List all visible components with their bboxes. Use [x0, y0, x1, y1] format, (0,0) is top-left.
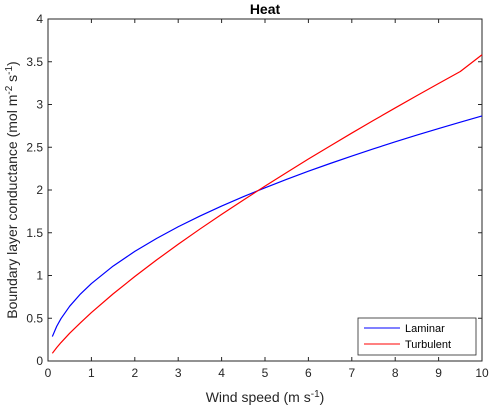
x-tick-label: 8 — [392, 366, 399, 380]
y-tick-label: 1.5 — [26, 226, 43, 240]
x-tick-label: 5 — [262, 366, 269, 380]
x-tick-label: 10 — [475, 366, 489, 380]
y-tick-label: 0 — [36, 354, 43, 368]
x-axis-label-tail: ) — [320, 389, 325, 405]
y-tick-label: 3.5 — [26, 55, 43, 69]
x-tick-label: 3 — [175, 366, 182, 380]
y-axis-label-text: Boundary layer conductance (mol m — [4, 95, 20, 319]
y-axis-label-mid: s — [4, 75, 20, 86]
x-axis-label-sup: -1 — [311, 389, 320, 400]
x-axis-label: Wind speed (m s-1) — [206, 389, 325, 405]
y-tick-label: 2.5 — [26, 140, 43, 154]
y-tick-label: 2 — [36, 183, 43, 197]
y-tick-label: 3 — [36, 98, 43, 112]
y-tick-label: 1 — [36, 269, 43, 283]
x-tick-label: 2 — [131, 366, 138, 380]
x-tick-label: 0 — [45, 366, 52, 380]
series-line-laminar — [51, 115, 483, 337]
x-axis-ticks: 0 1 2 3 4 5 6 7 8 9 10 — [45, 19, 489, 380]
y-axis-label-sup2: -1 — [4, 66, 15, 75]
x-tick-label: 7 — [348, 366, 355, 380]
y-axis-label: Boundary layer conductance (mol m-2 s-1) — [4, 61, 20, 318]
legend-label-turbulent: Turbulent — [405, 339, 451, 351]
x-tick-label: 6 — [305, 366, 312, 380]
plot-area — [47, 18, 483, 362]
x-tick-label: 4 — [218, 366, 225, 380]
legend-label-laminar: Laminar — [405, 323, 445, 335]
series-line-turbulent — [51, 54, 483, 354]
y-tick-label: 0.5 — [26, 311, 43, 325]
y-axis-label-sup1: -2 — [4, 85, 15, 94]
legend: Laminar Turbulent — [357, 317, 477, 356]
x-tick-label: 1 — [88, 366, 95, 380]
y-tick-label: 4 — [36, 12, 43, 26]
legend-box — [357, 317, 477, 356]
x-axis-label-text: Wind speed (m s — [206, 389, 311, 405]
y-axis-ticks: 0 0.5 1 1.5 2 2.5 3 3.5 4 — [26, 12, 482, 368]
chart-title: Heat — [250, 1, 281, 17]
x-tick-label: 9 — [435, 366, 442, 380]
y-axis-label-tail: ) — [4, 61, 20, 66]
series-layer — [51, 54, 483, 354]
